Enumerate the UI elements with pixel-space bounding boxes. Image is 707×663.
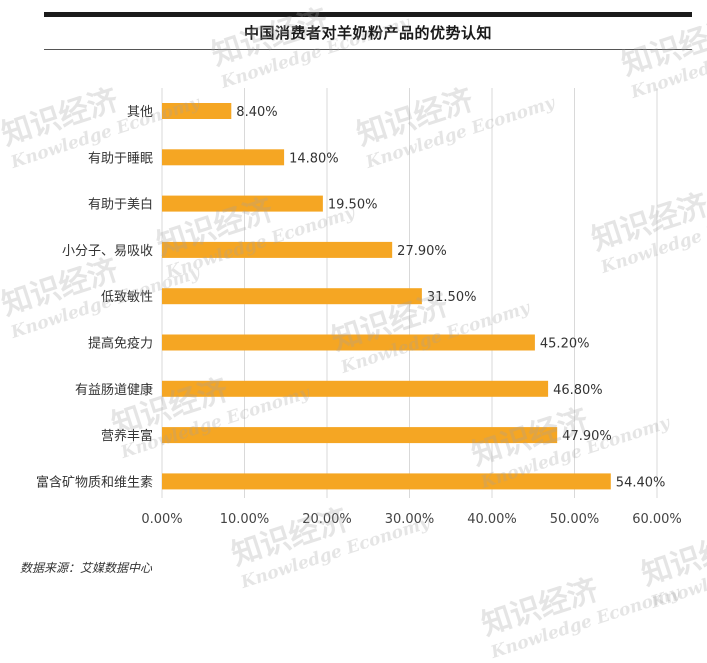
bar xyxy=(162,473,611,490)
value-label: 54.40% xyxy=(616,475,666,490)
category-label: 有助于睡眠 xyxy=(88,151,153,166)
bar xyxy=(162,427,558,444)
bar xyxy=(162,195,323,212)
bar xyxy=(162,149,285,166)
category-label: 低致敏性 xyxy=(101,290,153,305)
value-label: 45.20% xyxy=(540,337,590,352)
value-label: 19.50% xyxy=(328,198,378,213)
category-label: 小分子、易吸收 xyxy=(62,244,153,259)
chart-figure: 中国消费者对羊奶粉产品的优势认知 0.00% 10.00% 20.00% 30.00%… xyxy=(0,3,707,663)
watermark-en: Knowledge Economy xyxy=(488,582,683,663)
value-label: 8.40% xyxy=(236,105,277,120)
bar-chart: 0.00% 10.00% 20.00% 30.00% 40.00% 50.00% 60.00… xyxy=(36,88,682,527)
x-tick-label: 60.00% xyxy=(632,512,682,527)
value-label: 27.90% xyxy=(397,244,447,259)
category-label: 营养丰富 xyxy=(101,428,153,444)
x-tick-label: 10.00% xyxy=(220,512,270,527)
chart-title: 中国消费者对羊奶粉产品的优势认知 xyxy=(243,24,492,42)
category-label: 有益肠道健康 xyxy=(75,382,153,398)
bar xyxy=(162,288,422,305)
x-tick-label: 50.00% xyxy=(550,512,600,527)
title-divider xyxy=(44,49,692,50)
category-label: 提高免疫力 xyxy=(88,336,153,352)
x-tick-label: 0.00% xyxy=(141,512,182,527)
bar xyxy=(162,103,232,119)
category-label: 有助于美白 xyxy=(88,197,153,213)
x-tick-label: 40.00% xyxy=(467,512,517,527)
x-tick-label: 30.00% xyxy=(385,512,435,527)
value-label: 46.80% xyxy=(553,383,603,398)
title-top-rule xyxy=(44,12,692,17)
category-label: 富含矿物质和维生素 xyxy=(36,474,153,490)
bar xyxy=(162,241,393,258)
category-label: 其他 xyxy=(127,105,153,120)
x-tick-label: 20.00% xyxy=(302,512,352,527)
bar xyxy=(162,380,549,397)
data-source-note: 数据来源：艾媒数据中心 xyxy=(20,561,153,575)
value-label: 31.50% xyxy=(427,290,477,305)
value-label: 47.90% xyxy=(562,429,612,444)
value-label: 14.80% xyxy=(289,151,339,166)
bar xyxy=(162,334,535,351)
